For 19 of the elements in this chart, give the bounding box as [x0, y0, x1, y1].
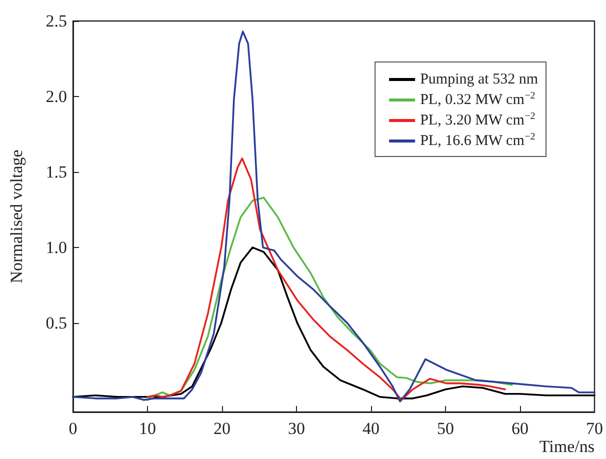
y-tick-label: 2.0	[46, 86, 67, 106]
x-tick-label: 50	[437, 419, 454, 438]
y-tick-label: 1.0	[46, 238, 67, 257]
y-tick-label: 0.5	[46, 313, 67, 332]
y-tick-label: 1.5	[46, 162, 67, 182]
x-axis-title: Time/ns	[539, 437, 594, 456]
line-series	[72, 30, 596, 402]
x-tick-label: 70	[586, 419, 603, 438]
y-tick-label: 2.5	[46, 12, 67, 30]
x-tick-label: 0	[68, 419, 78, 438]
x-tick-label: 40	[362, 419, 380, 438]
y-axis-title: Normalised voltage	[7, 150, 26, 284]
x-tick-label: 30	[288, 419, 305, 438]
line-series	[146, 157, 506, 401]
x-tick-label: 60	[512, 419, 528, 438]
line-series	[146, 196, 513, 401]
x-tick-label: 20	[214, 419, 230, 438]
x-tick-label: 10	[139, 419, 156, 438]
legend-label: Pumping at 532 nm	[420, 72, 538, 88]
